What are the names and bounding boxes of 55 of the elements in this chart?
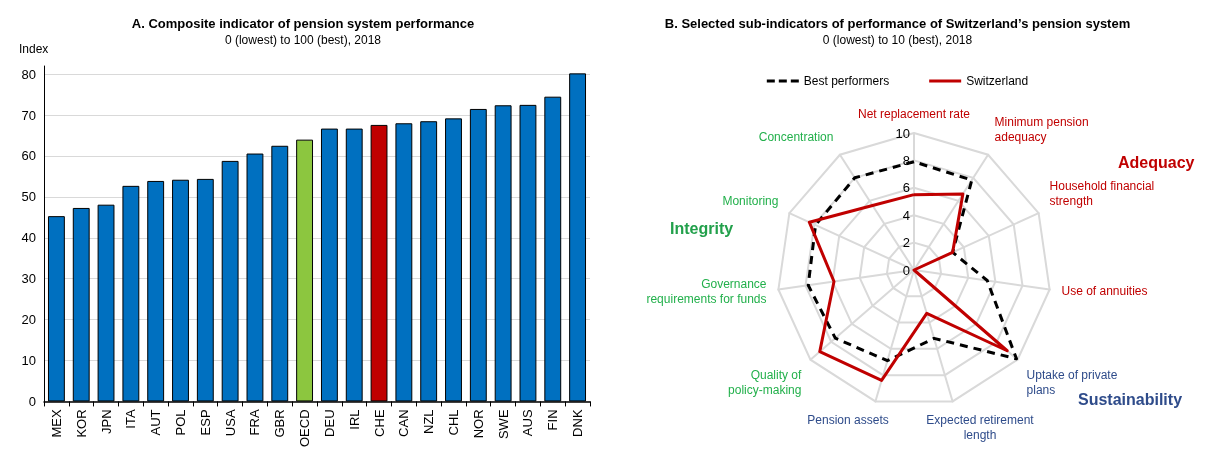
spoke-label: Net replacement rate [857,106,971,121]
y-axis-title: Index [19,42,49,56]
legend-label: Switzerland [966,74,1029,88]
spoke-label: Concentration [758,130,834,145]
spoke-label: Governance requirements for funds [646,276,767,306]
x-tick-label: CHL [446,409,461,436]
legend-label: Best performers [803,74,890,88]
y-tick-label: 50 [21,189,36,205]
x-tick-label: JPN [98,409,114,434]
x-tick-label: ITA [123,409,139,429]
chart-subtitle: 0 (lowest) to 100 (best), 2018 [224,33,382,47]
spoke-label: Pension assets [807,413,889,428]
y-tick-label: 4 [902,207,910,223]
spoke-label: Use of annuities [1061,284,1148,299]
y-tick-label: 0 [28,393,36,409]
x-tick-label: SWE [495,409,511,440]
x-tick-label: POL [173,409,188,436]
spoke-label: Monitoring [722,193,779,208]
spoke-label: Minimum pension adequacy [994,115,1089,145]
y-tick-label: 80 [21,66,36,82]
x-tick-label: ESP [197,409,213,436]
x-tick-label: NOR [470,409,486,439]
x-tick-label: FIN [545,409,561,431]
y-tick-label: 60 [21,148,36,164]
x-tick-label: CHE [371,409,387,437]
spoke-label: Expected retirement length [926,413,1035,443]
y-tick-label: 40 [21,230,36,246]
y-tick-label: 0 [902,262,910,278]
chart-title: A. Composite indicator of pension system performance [131,16,475,31]
spoke-label: Quality of policy-making [728,368,803,398]
x-tick-label: MEX [48,409,64,438]
x-tick-label: FRA [247,409,263,436]
spoke-label: Household financial strength [1049,178,1155,208]
y-tick-label: 2 [902,235,910,251]
x-tick-label: NZL [421,409,437,434]
x-tick-label: AUT [148,409,164,436]
y-tick-label: 20 [21,312,36,328]
x-tick-label: IRL [346,409,362,430]
x-tick-label: GBR [272,409,288,438]
x-tick-label: AUS [520,409,536,437]
x-tick-label: USA [222,409,238,437]
y-tick-label: 10 [895,125,910,141]
text: Adequacy [1118,153,1195,171]
x-tick-label: KOR [73,409,89,438]
chart-subtitle: 0 (lowest) to 10 (best), 2018 [822,33,973,47]
x-tick-label: DNK [570,409,586,437]
chart-title: B. Selected sub-indicators of performance of Switzerland’s pension system [664,16,1131,31]
y-tick-label: 6 [902,180,910,196]
x-tick-label: OECD [297,409,313,447]
text: Integrity [670,219,734,237]
x-tick-label: CAN [396,409,412,437]
x-tick-label: DEU [321,409,337,437]
y-tick-label: 30 [21,271,36,287]
y-tick-label: 10 [21,353,36,369]
y-tick-label: 70 [21,107,36,123]
